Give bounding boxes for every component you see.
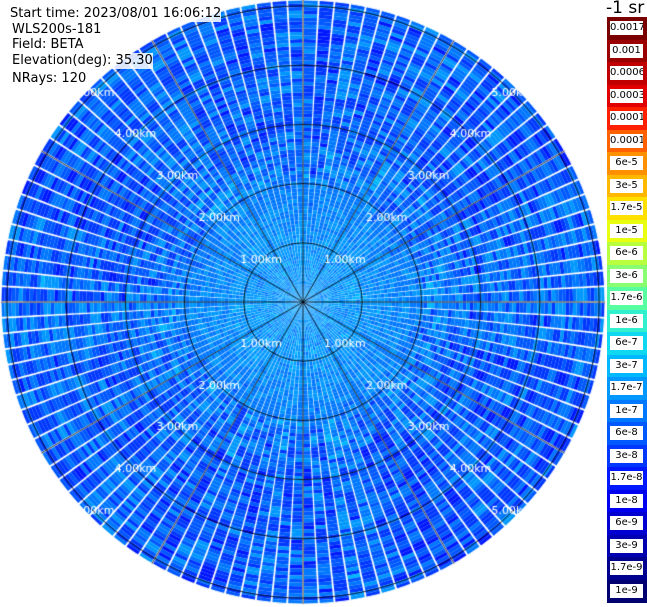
colorbar-cell: 1e-8 [607, 489, 647, 513]
colorbar-cell: 0.0001 [607, 129, 647, 153]
field-label: Field: BETA [12, 37, 84, 53]
colorbar-tick-label: 3e-5 [610, 178, 643, 193]
colorbar-tick-label: 6e-7 [610, 336, 643, 351]
colorbar-cell: 6e-9 [607, 512, 647, 535]
colorbar-cell: 0.0017 [607, 17, 647, 40]
colorbar-cell: 3e-8 [607, 444, 647, 468]
colorbar-tick-label: 1.7e-6 [610, 291, 643, 306]
colorbar-tick-label: 3e-9 [610, 538, 643, 553]
colorbar-tick-label: 1.7e-5 [610, 201, 643, 216]
colorbar-tick-label: 0.0003 [610, 88, 643, 103]
colorbar-title: -1 sr [606, 0, 645, 18]
colorbar-cell: 1.7e-9 [607, 557, 647, 580]
colorbar-tick-label: 6e-9 [610, 516, 643, 531]
nrays-label: NRays: 120 [12, 71, 87, 87]
colorbar-cell: 1.7e-7 [607, 377, 647, 400]
colorbar-tick-label: 1e-5 [610, 223, 643, 238]
colorbar-cell: 6e-5 [607, 152, 647, 175]
colorbar-cell: 6e-7 [607, 332, 647, 355]
colorbar-cell: 0.0006 [607, 62, 647, 85]
colorbar-cell: 3e-6 [607, 264, 647, 288]
start-time-label: Start time: 2023/08/01 16:06:12 [10, 6, 222, 22]
colorbar-cell: 0.001 [607, 39, 647, 63]
colorbar-tick-label: 1e-7 [610, 403, 643, 418]
colorbar-cell: 1e-7 [607, 399, 647, 423]
colorbar-tick-label: 3e-6 [610, 268, 643, 283]
colorbar-cell: 1e-5 [607, 219, 647, 243]
colorbar-cell: 3e-7 [607, 354, 647, 378]
colorbar-tick-label: 6e-5 [610, 156, 643, 171]
colorbar-cell: 1.7e-5 [607, 197, 647, 220]
colorbar-tick-label: 6e-6 [610, 246, 643, 261]
colorbar-tick-label: 1.7e-7 [610, 381, 643, 396]
colorbar-tick-label: 0.0001 [610, 133, 643, 148]
instrument-label: WLS200s-181 [12, 22, 102, 38]
colorbar-cell: 3e-9 [607, 534, 647, 558]
colorbar-tick-label: 1e-8 [610, 493, 643, 508]
colorbar-cell: 0.0003 [607, 84, 647, 108]
colorbar-cell: 0.00017 [607, 107, 647, 130]
colorbar-cell: 6e-6 [607, 242, 647, 265]
colorbar-cell: 1.7e-6 [607, 287, 647, 310]
colorbar-tick-label: 1.7e-9 [610, 561, 643, 576]
elevation-label: Elevation(deg): 35.30 [12, 53, 153, 69]
colorbar-cell: 3e-5 [607, 174, 647, 198]
colorbar-tick-label: 3e-7 [610, 358, 643, 373]
colorbar-tick-label: 0.0006 [610, 66, 643, 81]
colorbar-cell: 1e-9 [607, 579, 647, 603]
colorbar-tick-label: 1.7e-8 [610, 471, 643, 486]
colorbar-tick-label: 0.00017 [610, 111, 643, 126]
colorbar-tick-label: 0.0017 [610, 21, 643, 36]
colorbar-cell: 1.7e-8 [607, 467, 647, 490]
colorbar-tick-label: 3e-8 [610, 448, 643, 463]
colorbar-tick-label: 1e-6 [610, 313, 643, 328]
colorbar-tick-label: 0.001 [610, 43, 643, 58]
colorbar-cell: 6e-8 [607, 422, 647, 445]
colorbar-cell: 1e-6 [607, 309, 647, 333]
colorbar-tick-label: 1e-9 [610, 583, 643, 598]
colorbar-tick-label: 6e-8 [610, 426, 643, 441]
